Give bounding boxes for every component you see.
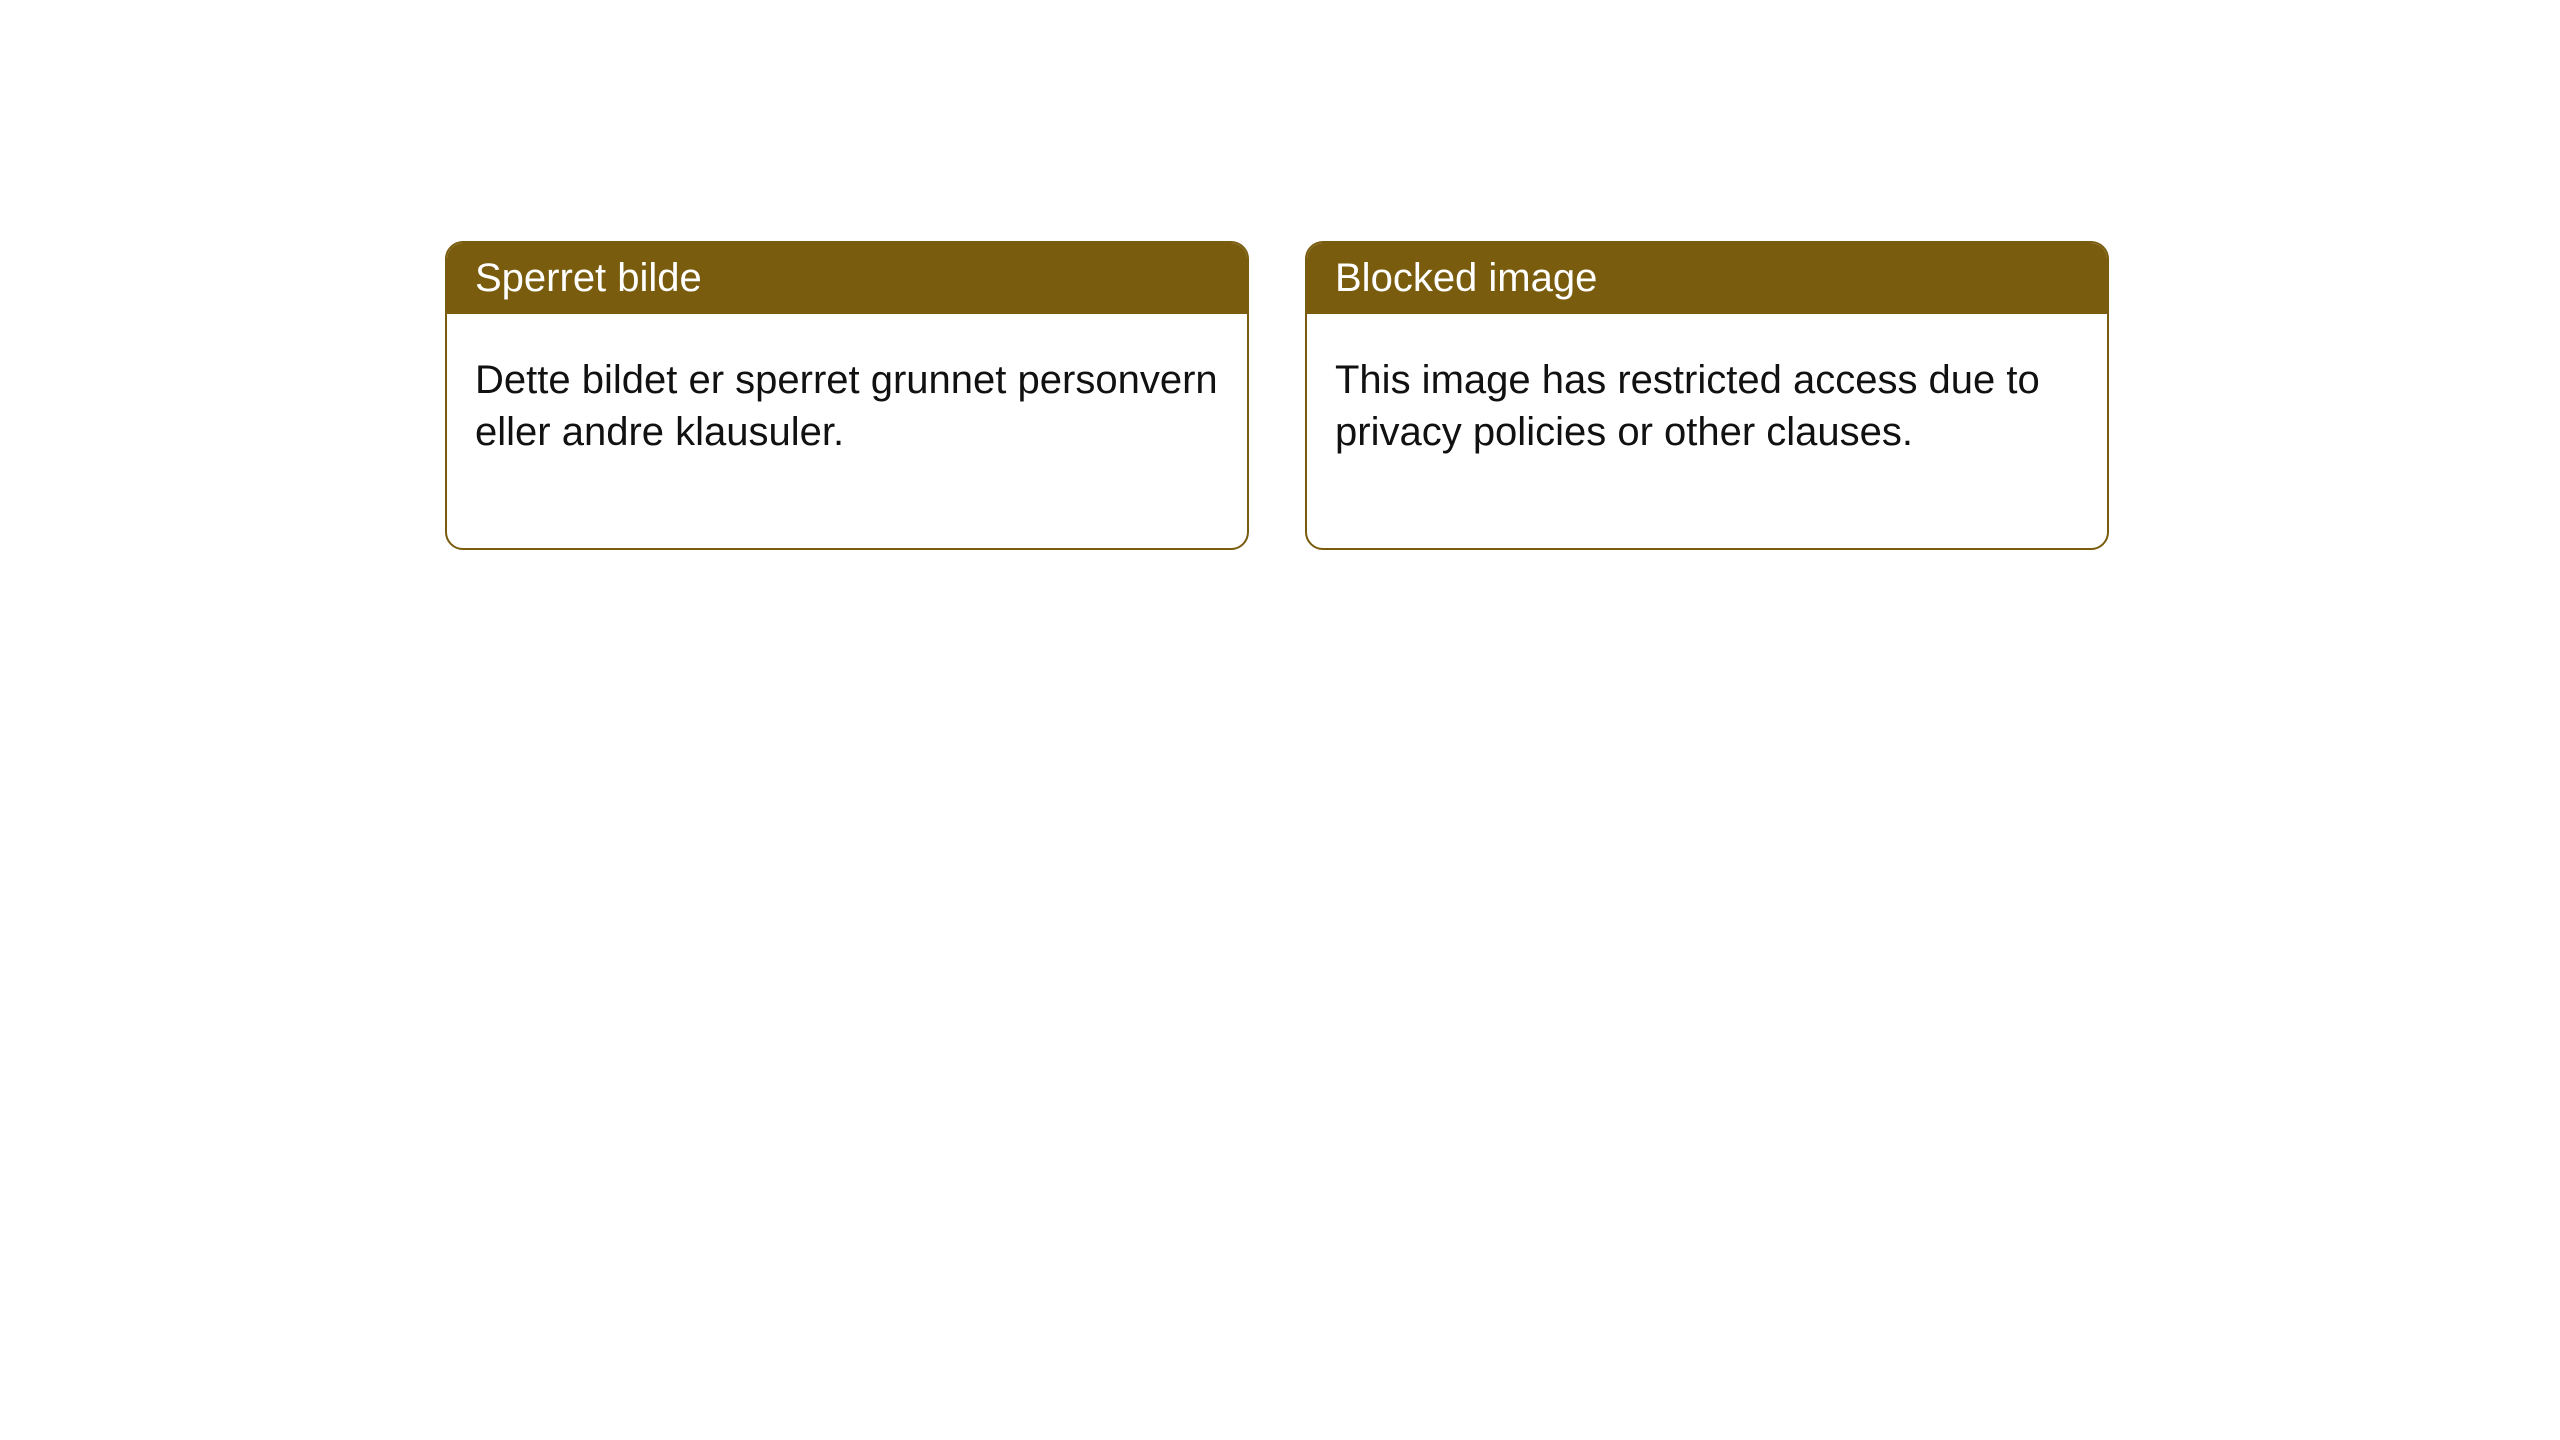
blocked-image-card-norwegian: Sperret bilde Dette bildet er sperret gr… [445, 241, 1249, 550]
card-message-english: This image has restricted access due to … [1307, 314, 2107, 548]
card-message-norwegian: Dette bildet er sperret grunnet personve… [447, 314, 1247, 548]
card-title-norwegian: Sperret bilde [447, 243, 1247, 314]
notice-cards-container: Sperret bilde Dette bildet er sperret gr… [0, 0, 2560, 550]
blocked-image-card-english: Blocked image This image has restricted … [1305, 241, 2109, 550]
card-title-english: Blocked image [1307, 243, 2107, 314]
